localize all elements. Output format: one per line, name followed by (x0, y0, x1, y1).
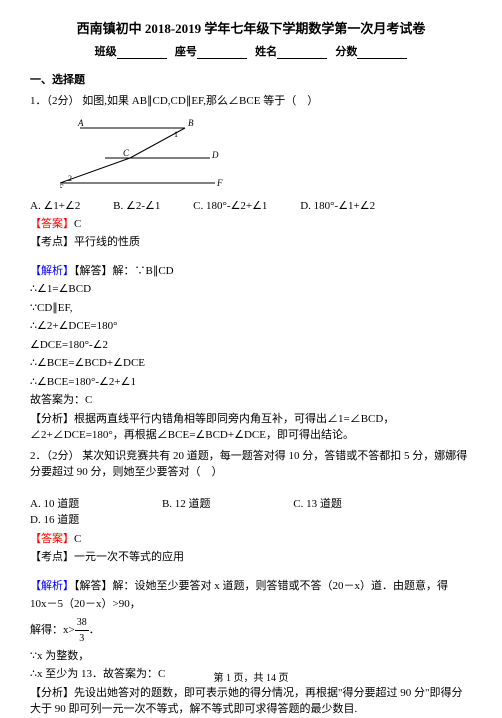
answer-label: 【答案】 (30, 218, 74, 230)
q1-sol-3: ∴∠2+∠DCE=180° (30, 318, 472, 335)
q2-jiexi-row: 【解析】【解答】解：设她至少要答对 x 道题，则答错或不答（20－x）道．由题意… (30, 578, 472, 595)
q2-opt-a: A. 10 道题 (30, 495, 79, 511)
exam-title: 西南镇初中 2018-2019 学年七年级下学期数学第一次月考试卷 (30, 18, 472, 37)
fenxi-label-2: 【分析】 (30, 687, 74, 699)
q2-opt-b: B. 12 道题 (162, 495, 211, 511)
class-blank (117, 47, 167, 59)
q1-sol-4: ∠DCE=180°-∠2 (30, 337, 472, 354)
q2-fenxi: 先设出她答对的题数，即可表示她的得分情况，再根据"得分要超过 90 分"即得分大… (30, 687, 462, 716)
q2-sol-intro: 解：设她至少要答对 x 道题，则答错或不答（20－x）道．由题意，得 (113, 580, 449, 592)
score-label: 分数 (335, 46, 357, 58)
q1-kaodian: 平行线的性质 (74, 236, 140, 248)
q1-opt-d: D. 180°-∠1+∠2 (300, 199, 375, 212)
q1-diagram: A B C D E F 1 2 (60, 118, 230, 188)
q1-answer: C (74, 218, 81, 230)
kaodian-label-2: 【考点】 (30, 551, 74, 563)
jieda-label-2: 【解答】 (74, 580, 113, 592)
name-blank (277, 47, 327, 59)
q1-opt-a: A. ∠1+∠2 (30, 199, 80, 212)
q2-sol-2: 解得：x>383． (30, 615, 472, 646)
q1-answer-row: 【答案】C (30, 216, 472, 233)
q1-fenxi-row: 【分析】根据两直线平行内错角相等即同旁内角互补，可得出∠1=∠BCD，∠2+∠D… (30, 411, 472, 444)
score-blank (357, 47, 407, 59)
q1-sol-2: ∵CD∥EF, (30, 300, 472, 317)
svg-text:2: 2 (68, 174, 72, 183)
q1-kaodian-row: 【考点】平行线的性质 (30, 234, 472, 251)
q1-conclusion: 故答案为：C (30, 392, 472, 409)
q1-sol-intro: 解：∵B∥CD (113, 265, 174, 277)
q2-answer: C (74, 533, 81, 545)
q2-sol-2-post: ． (89, 624, 100, 636)
svg-text:F: F (216, 178, 223, 188)
frac-num: 38 (75, 615, 89, 631)
jieda-label: 【解答】 (74, 265, 113, 277)
q2-sol-2-pre: 解得：x> (30, 624, 75, 636)
fenxi-label: 【分析】 (30, 413, 74, 425)
q1-fenxi: 根据两直线平行内错角相等即同旁内角互补，可得出∠1=∠BCD，∠2+∠DCE=1… (30, 413, 394, 442)
svg-text:C: C (123, 148, 130, 158)
seat-blank (197, 47, 247, 59)
q2-sol-3: ∵x 为整数， (30, 648, 472, 665)
q1-jiexi-row: 【解析】【解答】解：∵B∥CD (30, 263, 472, 280)
class-label: 班级 (95, 46, 117, 58)
svg-text:E: E (60, 183, 64, 188)
q1-sol-5: ∴∠BCE=∠BCD+∠DCE (30, 355, 472, 372)
name-label: 姓名 (255, 46, 277, 58)
q2-opt-d: D. 16 道题 (30, 511, 79, 527)
svg-text:D: D (211, 150, 219, 160)
frac-den: 3 (75, 631, 89, 646)
q2-kaodian: 一元一次不等式的应用 (74, 551, 184, 563)
section-title: 一、选择题 (30, 71, 472, 87)
kaodian-label: 【考点】 (30, 236, 74, 248)
q2-opt-c: C. 13 道题 (293, 495, 342, 511)
q2-answer-row: 【答案】C (30, 531, 472, 548)
svg-text:A: A (77, 118, 84, 128)
q1-opt-b: B. ∠2-∠1 (113, 199, 160, 212)
q2-fenxi-row: 【分析】先设出她答对的题数，即可表示她的得分情况，再根据"得分要超过 90 分"… (30, 685, 472, 718)
svg-text:B: B (188, 118, 194, 128)
q2-sol-1: 10x－5（20－x）>90， (30, 596, 472, 613)
q1-sol-1: ∴∠1=∠BCD (30, 281, 472, 298)
q2-options: A. 10 道题 B. 12 道题 C. 13 道题 D. 16 道题 (30, 495, 472, 527)
jiexi-label: 【解析】 (30, 265, 74, 277)
q2-kaodian-row: 【考点】一元一次不等式的应用 (30, 549, 472, 566)
answer-label-2: 【答案】 (30, 533, 74, 545)
q1-options: A. ∠1+∠2 B. ∠2-∠1 C. 180°-∠2+∠1 D. 180°-… (30, 199, 472, 212)
page-footer: 第 1 页，共 14 页 (0, 669, 502, 684)
svg-text:1: 1 (174, 130, 178, 139)
fraction: 383 (75, 615, 89, 646)
jiexi-label-2: 【解析】 (30, 580, 74, 592)
q1-sol-6: ∴∠BCE=180°-∠2+∠1 (30, 374, 472, 391)
seat-label: 座号 (175, 46, 197, 58)
header-row: 班级 座号 姓名 分数 (30, 43, 472, 59)
q1-opt-c: C. 180°-∠2+∠1 (193, 199, 267, 212)
q1-stem: 1．（2分） 如图,如果 AB∥CD,CD∥EF,那么∠BCE 等于（ ） (30, 93, 472, 110)
q2-stem: 2．（2分） 某次知识竞赛共有 20 道题，每一题答对得 10 分，答错或不答都… (30, 448, 472, 481)
